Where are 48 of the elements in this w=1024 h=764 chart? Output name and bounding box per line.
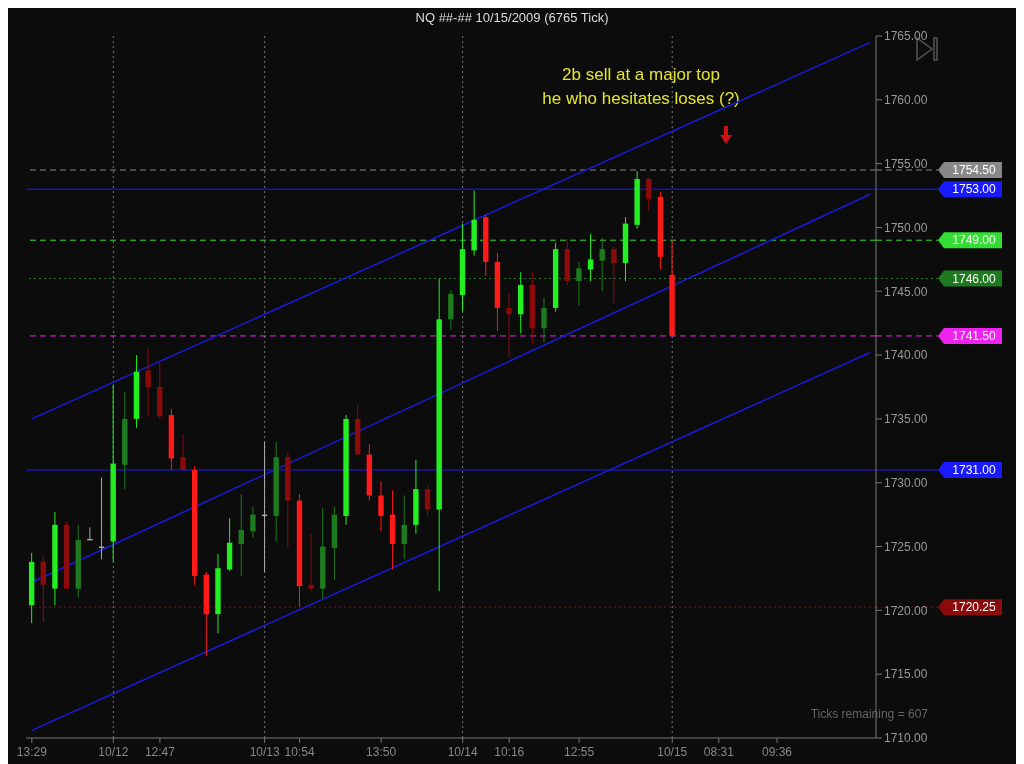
chart-title: NQ ##-## 10/15/2009 (6765 Tick): [414, 9, 610, 27]
x-tick-label: 09:36: [762, 745, 793, 759]
annotation: he who hesitates loses (?): [542, 89, 740, 108]
ref-line-label: 1731.00: [952, 462, 997, 477]
candlestick: [180, 433, 186, 471]
ref-line-label: 1753.00: [952, 182, 997, 197]
y-tick-label: 1740.00: [884, 348, 928, 363]
y-tick-label: 1710.00: [884, 731, 928, 746]
candlestick: [378, 480, 384, 532]
candlestick: [424, 484, 431, 517]
ref-line-label: 1754.50: [952, 163, 997, 178]
ref-line-label: 1749.00: [952, 233, 997, 248]
annotation: 2b sell at a major top: [562, 65, 720, 84]
x-tick-label: 10/13: [249, 745, 281, 759]
y-tick-label: 1735.00: [884, 412, 928, 427]
candlestick: [587, 233, 594, 282]
x-tick-label: 12:47: [144, 745, 176, 759]
ref-line-label: 1741.50: [952, 328, 997, 343]
candlestick: [611, 246, 617, 305]
x-tick-label: 10/15: [657, 745, 688, 759]
y-tick-label: 1725.00: [884, 539, 928, 554]
candlestick: [541, 297, 547, 343]
y-tick-label: 1745.00: [884, 284, 928, 299]
x-tick-label: 12:55: [564, 745, 595, 759]
candlestick: [506, 293, 512, 359]
candlestick: [401, 494, 407, 560]
y-tick-label: 1755.00: [884, 156, 928, 171]
candlestick: [250, 506, 256, 539]
ref-line-label: 1720.25: [952, 600, 997, 615]
x-tick-label: 13:50: [366, 745, 397, 759]
x-tick-label: 08:31: [703, 745, 735, 759]
x-tick-label: 13:29: [16, 745, 48, 759]
candlestick: [145, 348, 151, 417]
y-tick-label: 1765.00: [884, 29, 928, 44]
y-tick-label: 1760.00: [884, 93, 928, 108]
candlestick: [646, 177, 652, 212]
ref-line-label: 1746.00: [952, 271, 997, 286]
x-tick-label: 10/14: [447, 745, 478, 759]
y-tick-label: 1750.00: [884, 220, 928, 235]
x-tick-label: 10:54: [284, 745, 315, 759]
annotation: Ticks remaining = 607: [810, 707, 929, 721]
candlestick: [238, 493, 244, 577]
y-tick-label: 1730.00: [884, 475, 928, 490]
x-tick-label: 10/12: [98, 745, 129, 759]
y-tick-label: 1715.00: [884, 667, 928, 682]
x-tick-label: 10:16: [494, 745, 525, 759]
y-tick-label: 1720.00: [884, 603, 928, 618]
candlestick: [308, 533, 314, 592]
